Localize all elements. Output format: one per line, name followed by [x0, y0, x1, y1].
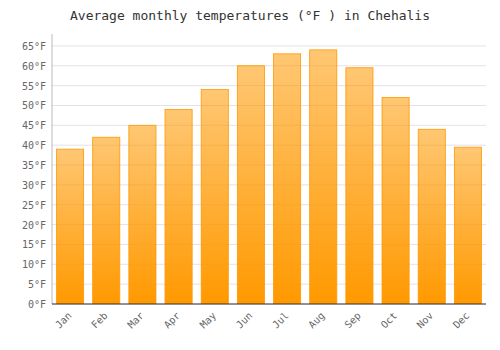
x-axis-line: [52, 304, 486, 305]
x-tick-label: Aug: [306, 310, 327, 331]
bar: [274, 54, 301, 304]
y-tick-label: 5°F: [28, 279, 46, 290]
y-tick-label: 10°F: [22, 259, 46, 270]
grid-line: [52, 65, 486, 66]
chart-container: Average monthly temperatures (°F ) in Ch…: [0, 0, 500, 350]
grid-line: [52, 105, 486, 106]
y-tick-label: 20°F: [22, 220, 46, 231]
x-tick-label: Oct: [379, 310, 400, 331]
bar: [237, 66, 264, 304]
chart: Average monthly temperatures (°F ) in Ch…: [0, 0, 500, 350]
y-tick-label: 65°F: [22, 41, 46, 52]
y-tick-label: 50°F: [22, 100, 46, 111]
bar: [346, 68, 373, 304]
y-tick-label: 0°F: [28, 299, 46, 310]
x-tick-label: Mar: [125, 310, 146, 331]
bar: [165, 109, 192, 304]
bar: [454, 147, 481, 304]
x-tick-label: Dec: [451, 310, 472, 331]
x-tick-label: Jan: [53, 310, 74, 331]
bar: [310, 50, 337, 304]
y-tick-label: 15°F: [22, 239, 46, 250]
grid-line: [52, 45, 486, 46]
bar: [93, 137, 120, 304]
grid-line: [52, 85, 486, 86]
x-tick-label: Apr: [162, 310, 183, 331]
bar: [129, 125, 156, 304]
bar: [201, 90, 228, 304]
x-tick-label: Jun: [234, 310, 255, 331]
bar: [382, 98, 409, 304]
y-tick-label: 30°F: [22, 180, 46, 191]
y-tick-label: 45°F: [22, 120, 46, 131]
y-axis-line: [52, 34, 53, 304]
y-tick-label: 35°F: [22, 160, 46, 171]
bars: [57, 50, 482, 304]
bar: [57, 149, 84, 304]
y-tick-label: 55°F: [22, 81, 46, 92]
x-tick-label: Jul: [270, 310, 291, 331]
y-tick-label: 40°F: [22, 140, 46, 151]
grid: [52, 46, 486, 304]
y-tick-label: 25°F: [22, 200, 46, 211]
bar: [418, 129, 445, 304]
grid-line: [52, 304, 486, 305]
x-tick-label: Feb: [89, 310, 110, 331]
x-tick-label: Sep: [342, 310, 363, 331]
y-tick-label: 60°F: [22, 61, 46, 72]
x-tick-label: Nov: [415, 310, 436, 331]
title: Average monthly temperatures (°F ) in Ch…: [70, 8, 430, 23]
x-tick-label: May: [198, 310, 219, 331]
grid-line: [52, 125, 486, 126]
